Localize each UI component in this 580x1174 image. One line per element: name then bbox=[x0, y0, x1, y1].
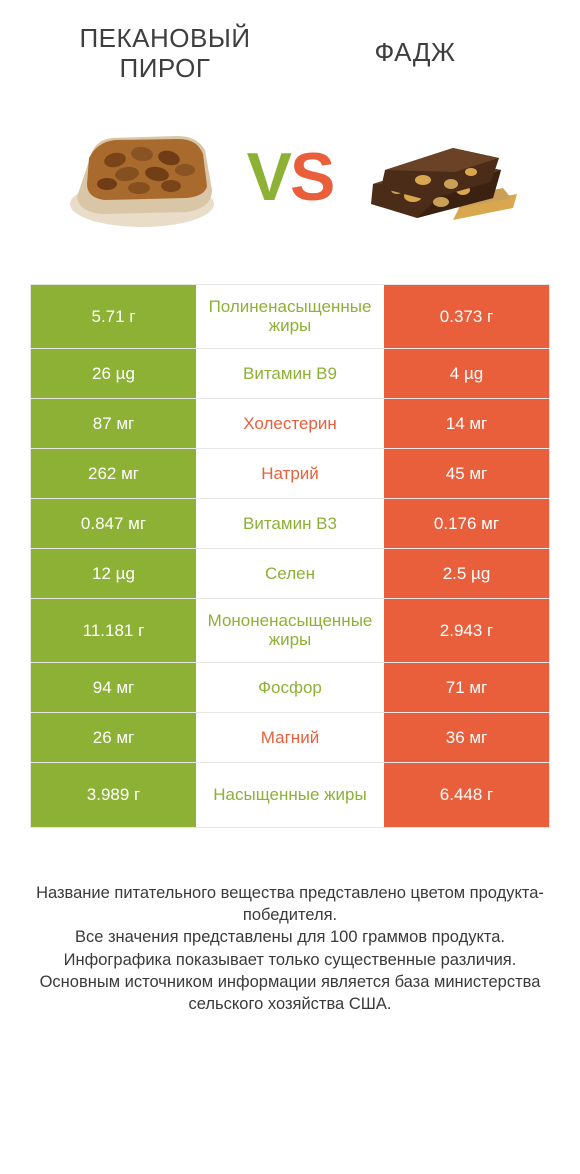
value-left: 0.847 мг bbox=[31, 499, 196, 548]
value-left: 26 µg bbox=[31, 349, 196, 398]
nutrient-label: Полиненасыщенные жиры bbox=[196, 285, 384, 348]
value-left: 87 мг bbox=[31, 399, 196, 448]
table-row: 26 µgВитамин B94 µg bbox=[31, 349, 549, 399]
value-right: 4 µg bbox=[384, 349, 549, 398]
nutrient-label: Мононенасыщенные жиры bbox=[196, 599, 384, 662]
value-right: 0.176 мг bbox=[384, 499, 549, 548]
nutrient-label: Холестерин bbox=[196, 399, 384, 448]
value-right: 45 мг bbox=[384, 449, 549, 498]
vs-s: S bbox=[290, 139, 333, 215]
titles-row: ПЕКАНОВЫЙ ПИРОГ ФАДЖ bbox=[0, 0, 580, 84]
table-row: 262 мгНатрий45 мг bbox=[31, 449, 549, 499]
table-row: 26 мгМагний36 мг bbox=[31, 713, 549, 763]
nutrient-label: Натрий bbox=[196, 449, 384, 498]
value-left: 12 µg bbox=[31, 549, 196, 598]
nutrient-label: Магний bbox=[196, 713, 384, 762]
nutrient-label: Фосфор bbox=[196, 663, 384, 712]
title-right: ФАДЖ bbox=[290, 24, 540, 84]
nutrient-label: Витамин B3 bbox=[196, 499, 384, 548]
table-row: 5.71 гПолиненасыщенные жиры0.373 г bbox=[31, 285, 549, 349]
food-left-image bbox=[57, 112, 227, 242]
comparison-table: 5.71 гПолиненасыщенные жиры0.373 г26 µgВ… bbox=[30, 284, 550, 828]
value-left: 26 мг bbox=[31, 713, 196, 762]
title-left-line1: ПЕКАНОВЫЙ bbox=[79, 23, 250, 53]
footer-text: Название питательного вещества представл… bbox=[20, 882, 560, 1016]
table-row: 12 µgСелен2.5 µg bbox=[31, 549, 549, 599]
footer-line-3: Инфографика показывает только существенн… bbox=[64, 951, 517, 969]
value-right: 14 мг bbox=[384, 399, 549, 448]
vs-v: V bbox=[247, 139, 290, 215]
value-right: 36 мг bbox=[384, 713, 549, 762]
footer-line-4: Основным источником информации является … bbox=[40, 973, 541, 1013]
value-right: 2.5 µg bbox=[384, 549, 549, 598]
value-right: 2.943 г bbox=[384, 599, 549, 662]
value-right: 6.448 г bbox=[384, 763, 549, 827]
value-left: 262 мг bbox=[31, 449, 196, 498]
table-row: 94 мгФосфор71 мг bbox=[31, 663, 549, 713]
food-right-image bbox=[353, 112, 523, 242]
value-left: 5.71 г bbox=[31, 285, 196, 348]
nutrient-label: Витамин B9 bbox=[196, 349, 384, 398]
title-left-line2: ПИРОГ bbox=[120, 53, 211, 83]
value-left: 3.989 г bbox=[31, 763, 196, 827]
value-left: 94 мг bbox=[31, 663, 196, 712]
table-row: 11.181 гМононенасыщенные жиры2.943 г bbox=[31, 599, 549, 663]
value-right: 71 мг bbox=[384, 663, 549, 712]
vs-label: VS bbox=[247, 143, 334, 211]
table-row: 3.989 гНасыщенные жиры6.448 г bbox=[31, 763, 549, 827]
nutrient-label: Селен bbox=[196, 549, 384, 598]
value-right: 0.373 г bbox=[384, 285, 549, 348]
table-row: 0.847 мгВитамин B30.176 мг bbox=[31, 499, 549, 549]
footer-line-2: Все значения представлены для 100 граммо… bbox=[75, 928, 505, 946]
value-left: 11.181 г bbox=[31, 599, 196, 662]
hero-row: VS bbox=[20, 102, 560, 252]
nutrient-label: Насыщенные жиры bbox=[196, 763, 384, 827]
table-row: 87 мгХолестерин14 мг bbox=[31, 399, 549, 449]
footer-line-1: Название питательного вещества представл… bbox=[36, 884, 544, 924]
title-left: ПЕКАНОВЫЙ ПИРОГ bbox=[40, 24, 290, 84]
